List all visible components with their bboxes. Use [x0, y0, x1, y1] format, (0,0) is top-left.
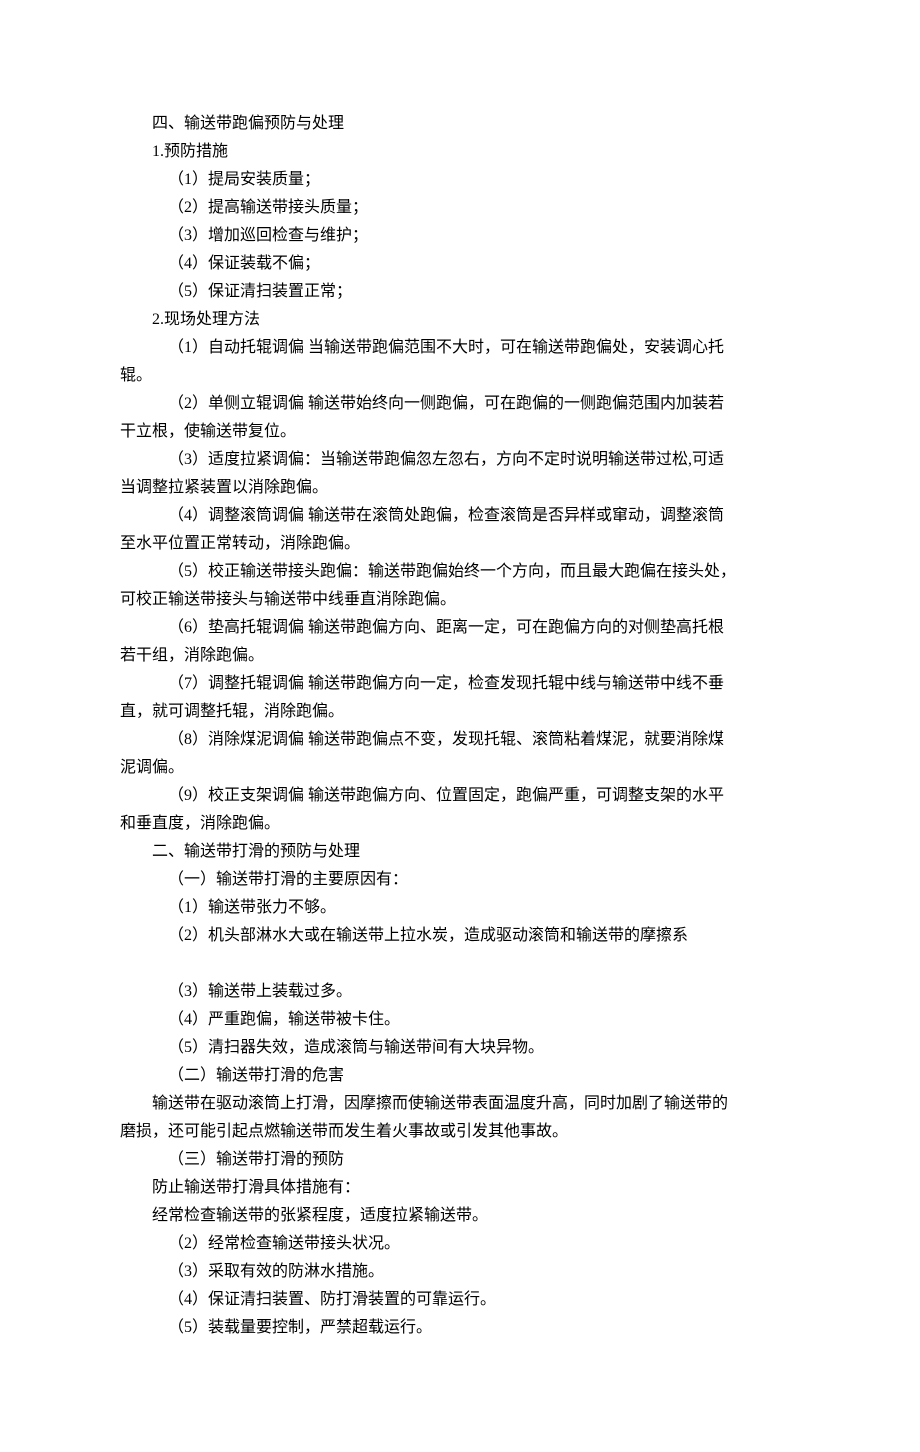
- text-line: （三）输送带打滑的预防: [120, 1146, 800, 1174]
- text-line: （4）严重跑偏，输送带被卡住。: [120, 1006, 800, 1034]
- text-line: （一）输送带打滑的主要原因有：: [120, 866, 800, 894]
- text-line: （3）增加巡回检查与维护；: [120, 222, 800, 250]
- text-line: （7）调整托辊调偏 输送带跑偏方向一定，检查发现托辊中线与输送带中线不垂: [120, 670, 800, 698]
- text-line: （二）输送带打滑的危害: [120, 1062, 800, 1090]
- text-line: 经常检查输送带的张紧程度，适度拉紧输送带。: [120, 1202, 800, 1230]
- text-line: （5）装载量要控制，严禁超载运行。: [120, 1314, 800, 1342]
- text-line: （4）调整滚筒调偏 输送带在滚筒处跑偏，检查滚筒是否异样或窜动，调整滚筒: [120, 502, 800, 530]
- text-line: 至水平位置正常转动，消除跑偏。: [120, 530, 800, 558]
- text-line: （5）清扫器失效，造成滚筒与输送带间有大块异物。: [120, 1034, 800, 1062]
- text-line: 输送带在驱动滚筒上打滑，因摩擦而使输送带表面温度升高，同时加剧了输送带的: [120, 1090, 800, 1118]
- text-line: 1.预防措施: [120, 138, 800, 166]
- text-line: （1）输送带张力不够。: [120, 894, 800, 922]
- text-line: 若干组，消除跑偏。: [120, 642, 800, 670]
- text-line: （2）机头部淋水大或在输送带上拉水炭，造成驱动滚筒和输送带的摩擦系: [120, 922, 800, 950]
- text-line: （3）输送带上装载过多。: [120, 978, 800, 1006]
- text-line: 辊。: [120, 362, 800, 390]
- text-line: 直，就可调整托辊，消除跑偏。: [120, 698, 800, 726]
- text-line: 可校正输送带接头与输送带中线垂直消除跑偏。: [120, 586, 800, 614]
- text-line: （3）适度拉紧调偏：当输送带跑偏忽左忽右，方向不定时说明输送带过松,可适: [120, 446, 800, 474]
- text-line: （2）提高输送带接头质量；: [120, 194, 800, 222]
- text-line: （6）垫高托辊调偏 输送带跑偏方向、距离一定，可在跑偏方向的对侧垫高托根: [120, 614, 800, 642]
- text-line: 防止输送带打滑具体措施有：: [120, 1174, 800, 1202]
- text-line: 泥调偏。: [120, 754, 800, 782]
- text-line: 2.现场处理方法: [120, 306, 800, 334]
- document-page: 四、输送带跑偏预防与处理1.预防措施（1）提局安装质量；（2）提高输送带接头质量…: [0, 0, 920, 1452]
- text-line: （2）单侧立辊调偏 输送带始终向一侧跑偏，可在跑偏的一侧跑偏范围内加装若: [120, 390, 800, 418]
- text-line: 二、输送带打滑的预防与处理: [120, 838, 800, 866]
- text-line: （4）保证清扫装置、防打滑装置的可靠运行。: [120, 1286, 800, 1314]
- text-line: （9）校正支架调偏 输送带跑偏方向、位置固定，跑偏严重，可调整支架的水平: [120, 782, 800, 810]
- text-line: [120, 950, 800, 978]
- text-line: 和垂直度，消除跑偏。: [120, 810, 800, 838]
- text-line: 当调整拉紧装置以消除跑偏。: [120, 474, 800, 502]
- text-line: 干立根，使输送带复位。: [120, 418, 800, 446]
- text-line: （1）自动托辊调偏 当输送带跑偏范围不大时，可在输送带跑偏处，安装调心托: [120, 334, 800, 362]
- text-line: （3）采取有效的防淋水措施。: [120, 1258, 800, 1286]
- text-line: （2）经常检查输送带接头状况。: [120, 1230, 800, 1258]
- text-line: （5）保证清扫装置正常；: [120, 278, 800, 306]
- text-line: （8）消除煤泥调偏 输送带跑偏点不变，发现托辊、滚筒粘着煤泥，就要消除煤: [120, 726, 800, 754]
- text-line: 四、输送带跑偏预防与处理: [120, 110, 800, 138]
- text-line: （4）保证装载不偏；: [120, 250, 800, 278]
- text-line: （1）提局安装质量；: [120, 166, 800, 194]
- text-line: （5）校正输送带接头跑偏：输送带跑偏始终一个方向，而且最大跑偏在接头处，: [120, 558, 800, 586]
- text-line: 磨损，还可能引起点燃输送带而发生着火事故或引发其他事故。: [120, 1118, 800, 1146]
